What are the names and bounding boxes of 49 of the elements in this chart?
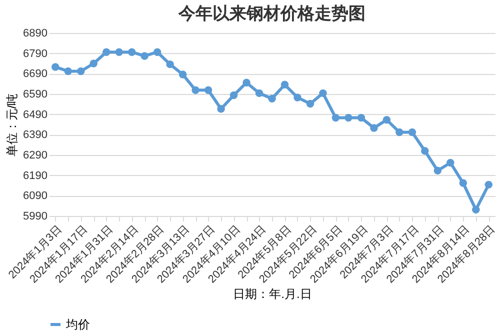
y-axis-title: 单位：元/吨 xyxy=(5,93,20,157)
point xyxy=(153,48,162,56)
point xyxy=(192,86,200,94)
y-tick-label: 6090 xyxy=(23,190,48,202)
x-axis-title: 日期：年.月.日 xyxy=(233,286,312,301)
point xyxy=(102,48,110,56)
point xyxy=(204,86,212,94)
point xyxy=(459,179,468,187)
point xyxy=(357,114,366,122)
y-tick-label: 6390 xyxy=(23,129,48,142)
point xyxy=(472,206,480,214)
point xyxy=(421,147,429,155)
point xyxy=(319,89,327,98)
point xyxy=(332,114,340,122)
point xyxy=(64,67,72,76)
point xyxy=(115,48,123,56)
point xyxy=(370,124,378,132)
y-tick-label: 6690 xyxy=(23,68,48,80)
point xyxy=(217,104,225,113)
y-tick-label: 6590 xyxy=(23,88,48,100)
chart-title: 今年以来钢材价格走势图 xyxy=(178,4,366,23)
y-tick-label: 6790 xyxy=(23,48,48,60)
point xyxy=(230,91,238,100)
point xyxy=(344,114,352,122)
y-tick-label: 5990 xyxy=(23,210,48,222)
legend-label: 均价 xyxy=(65,318,90,332)
point xyxy=(242,78,250,86)
point xyxy=(178,70,187,78)
point xyxy=(255,89,264,98)
point xyxy=(484,180,492,189)
y-tick-label: 6290 xyxy=(23,150,48,162)
point xyxy=(294,94,302,102)
point xyxy=(166,60,174,68)
point xyxy=(446,158,454,167)
y-tick-label: 6890 xyxy=(23,28,48,40)
point xyxy=(76,67,85,76)
y-tick-label: 6490 xyxy=(23,108,48,121)
point xyxy=(306,100,314,108)
point xyxy=(408,128,416,136)
point xyxy=(396,128,404,136)
point xyxy=(434,166,442,175)
point xyxy=(280,80,289,89)
point xyxy=(268,94,276,103)
point xyxy=(140,52,148,60)
y-tick-label: 6190 xyxy=(23,170,48,182)
point xyxy=(128,48,136,56)
point xyxy=(382,116,391,124)
point xyxy=(52,63,60,71)
point xyxy=(90,60,98,68)
